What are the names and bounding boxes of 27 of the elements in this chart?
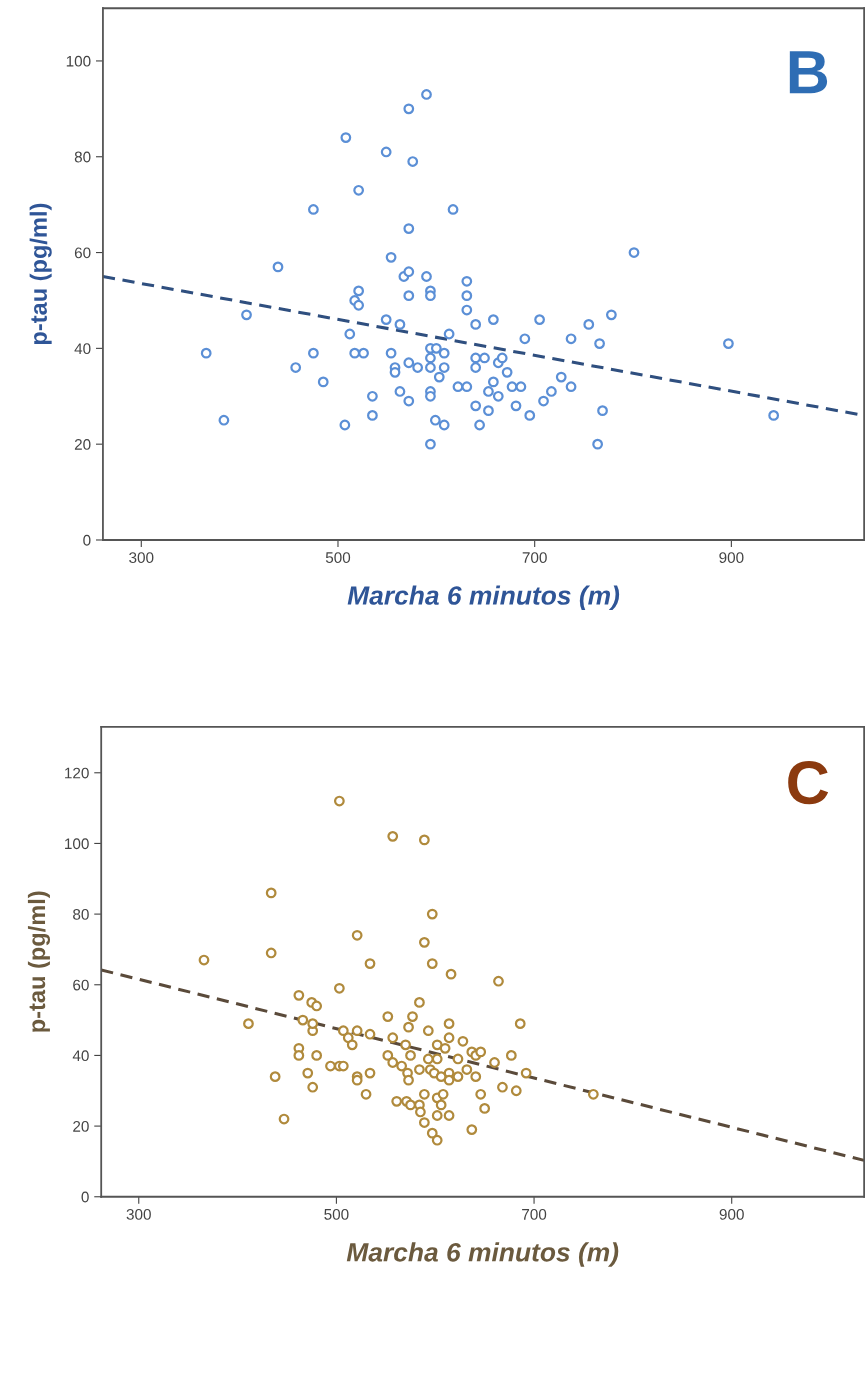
x-tick-label: 900 (719, 552, 744, 564)
y-tick-label: 80 (74, 151, 91, 163)
x-tick-label: 500 (324, 1208, 349, 1220)
y-tick-label: 0 (83, 534, 91, 546)
y-tick-label: 0 (81, 1191, 89, 1203)
x-tick-label: 500 (325, 552, 351, 564)
x-tick-label: 700 (522, 552, 547, 564)
y-axis-title: p-tau (pg/ml) (29, 203, 52, 345)
y-tick-label: 40 (72, 1050, 89, 1062)
x-axis-title: Marcha 6 minutos (m) (347, 585, 620, 611)
y-axis-title: p-tau (pg/ml) (27, 891, 51, 1032)
y-tick-label: 60 (73, 979, 89, 991)
x-tick-label: 300 (126, 1208, 151, 1220)
x-axis-title: Marcha 6 minutos (m) (346, 1242, 619, 1267)
y-tick-label: 100 (65, 838, 89, 850)
y-tick-label: 100 (66, 55, 91, 67)
x-tick-label: 700 (522, 1208, 547, 1220)
y-tick-label: 20 (74, 439, 91, 450)
x-tick-label: 900 (719, 1208, 744, 1220)
y-tick-label: 40 (74, 343, 91, 355)
y-tick-label: 60 (74, 247, 91, 259)
annotation: B (789, 51, 828, 94)
annotation: C (788, 761, 829, 805)
y-tick-label: 80 (73, 908, 89, 920)
y-tick-label: 120 (65, 767, 89, 779)
x-tick-label: 300 (129, 552, 154, 564)
y-tick-label: 20 (73, 1120, 89, 1132)
